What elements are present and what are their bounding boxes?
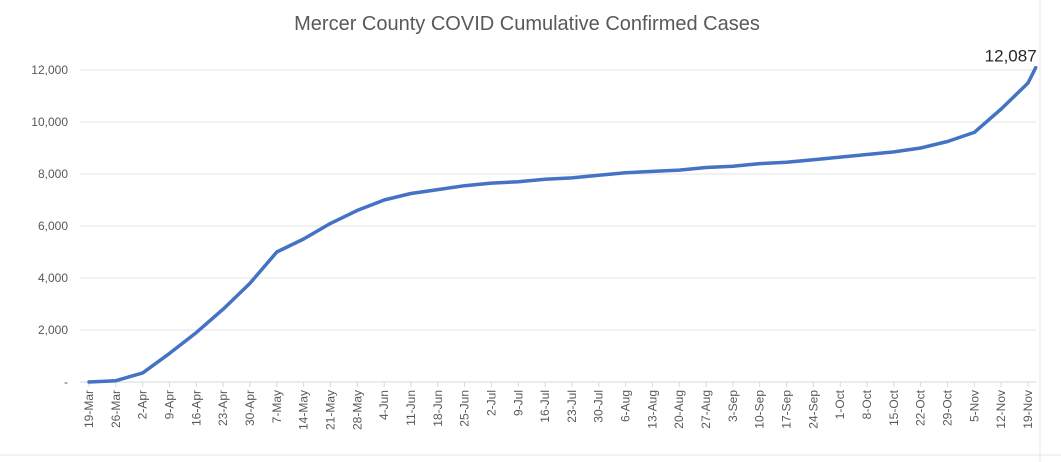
x-tick-label: 16-Apr (189, 390, 203, 426)
x-tick-label: 30-Jul (592, 390, 606, 423)
x-tick-label: 21-May (323, 390, 337, 430)
x-tick-label: 27-Aug (699, 390, 713, 429)
x-tick-label: 9-Jul (511, 390, 525, 416)
y-tick-label: 10,000 (31, 115, 68, 129)
x-tick-label: 19-Nov (1021, 390, 1035, 429)
x-tick-label: 15-Oct (887, 389, 901, 426)
x-tick-label: 5-Nov (967, 390, 981, 422)
x-tick-label: 23-Jul (565, 390, 579, 423)
x-tick-label: 24-Sep (806, 390, 820, 429)
y-tick-label: 12,000 (31, 63, 68, 77)
x-tick-label: 2-Apr (136, 390, 150, 419)
x-tick-label: 13-Aug (645, 390, 659, 429)
x-tick-label: 16-Jul (538, 390, 552, 423)
y-tick-label: - (64, 375, 68, 389)
x-tick-label: 14-May (297, 390, 311, 430)
x-tick-label: 7-May (270, 390, 284, 423)
x-tick-label: 6-Aug (619, 390, 633, 422)
last-value-label: 12,087 (985, 47, 1037, 66)
x-tick-label: 25-Jun (458, 390, 472, 427)
x-tick-label: 2-Jul (484, 390, 498, 416)
x-tick-label: 3-Sep (726, 390, 740, 422)
x-tick-label: 18-Jun (431, 390, 445, 427)
x-tick-label: 20-Aug (672, 390, 686, 429)
x-tick-label: 19-Mar (82, 390, 96, 428)
x-tick-label: 9-Apr (162, 390, 176, 419)
x-axis: 19-Mar 26-Mar 2-Apr 9-Apr 16-Apr 23-Apr 30-Apr… (82, 382, 1035, 430)
x-tick-label: 1-Oct (833, 389, 847, 419)
y-tick-label: 2,000 (38, 323, 68, 337)
series-line (87, 65, 1038, 384)
x-tick-label: 26-Mar (109, 390, 123, 428)
x-tick-label: 23-Apr (216, 390, 230, 426)
x-tick-label: 28-May (350, 390, 364, 430)
y-axis: - 2,000 4,000 6,000 8,000 10,000 12,000 (31, 63, 68, 389)
x-tick-label: 11-Jun (404, 390, 418, 426)
gridlines (80, 69, 1036, 383)
y-tick-label: 8,000 (38, 167, 68, 181)
x-tick-label: 22-Oct (914, 389, 928, 426)
x-tick-label: 4-Jun (377, 390, 391, 420)
x-tick-label: 17-Sep (780, 390, 794, 429)
x-tick-label: 8-Oct (860, 389, 874, 419)
y-tick-label: 6,000 (38, 219, 68, 233)
x-tick-label: 12-Nov (994, 390, 1008, 429)
x-tick-label: 29-Oct (941, 389, 955, 426)
x-tick-label: 10-Sep (753, 390, 767, 429)
y-tick-label: 4,000 (38, 271, 68, 285)
chart-title: Mercer County COVID Cumulative Confirmed… (294, 13, 760, 35)
x-tick-label: 30-Apr (243, 390, 257, 426)
